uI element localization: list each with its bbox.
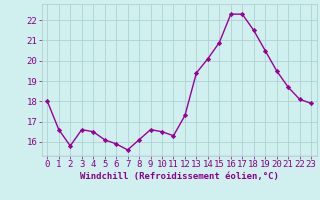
X-axis label: Windchill (Refroidissement éolien,°C): Windchill (Refroidissement éolien,°C) [80, 172, 279, 181]
